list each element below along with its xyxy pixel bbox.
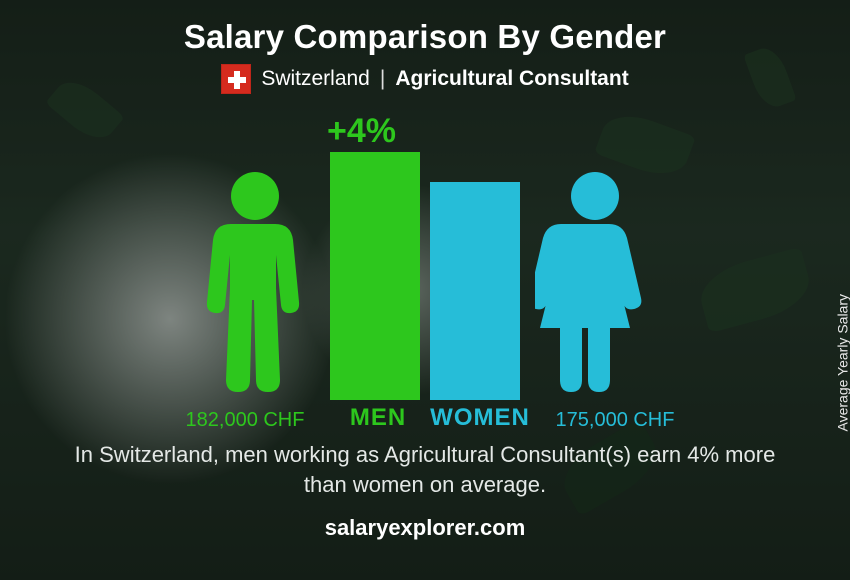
y-axis-label: Average Yearly Salary bbox=[834, 290, 850, 432]
job-title-label: Agricultural Consultant bbox=[395, 67, 628, 91]
men-person-icon bbox=[195, 170, 315, 400]
infographic-content: Salary Comparison By Gender Switzerland … bbox=[0, 0, 850, 580]
subtitle-row: Switzerland | Agricultural Consultant bbox=[0, 64, 850, 94]
separator: | bbox=[380, 67, 385, 91]
women-bar-label: WOMEN bbox=[425, 404, 535, 432]
men-bar-label: MEN bbox=[333, 404, 423, 432]
country-label: Switzerland bbox=[261, 67, 370, 91]
chart-area: +4% 182,000 CHF MEN bbox=[85, 112, 765, 432]
men-bar bbox=[330, 152, 420, 400]
caption-text: In Switzerland, men working as Agricultu… bbox=[65, 440, 785, 499]
women-salary-value: 175,000 CHF bbox=[535, 409, 695, 432]
main-title: Salary Comparison By Gender bbox=[0, 0, 850, 56]
women-bar bbox=[430, 182, 520, 400]
site-credit: salaryexplorer.com bbox=[0, 515, 850, 541]
switzerland-flag-icon bbox=[221, 64, 251, 94]
men-salary-value: 182,000 CHF bbox=[165, 409, 325, 432]
women-person-icon bbox=[535, 170, 655, 400]
percent-difference-label: +4% bbox=[327, 112, 396, 151]
